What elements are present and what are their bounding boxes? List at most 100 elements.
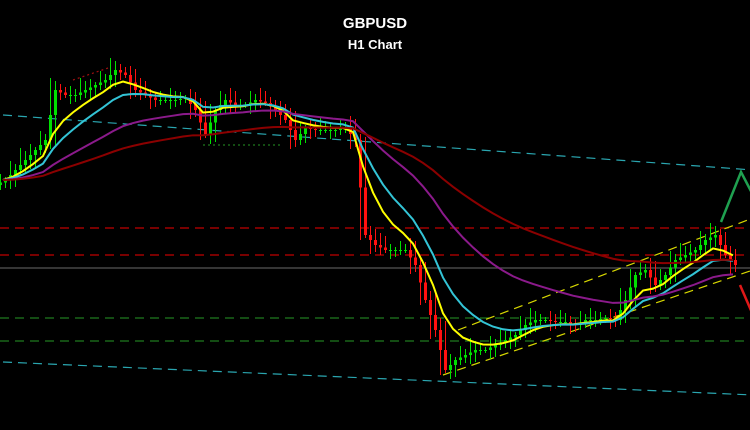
candle-body xyxy=(159,100,162,101)
candle-body xyxy=(314,129,317,130)
candle-body xyxy=(179,99,182,100)
candle-body xyxy=(39,145,42,150)
candle-body xyxy=(529,322,532,325)
candle-body xyxy=(214,110,217,123)
candle-body xyxy=(699,245,702,250)
moving-averages xyxy=(2,80,734,346)
candle-body xyxy=(459,357,462,360)
candle-body xyxy=(124,72,127,75)
candle-body xyxy=(604,318,607,319)
candle-body xyxy=(84,90,87,93)
horizontal-levels xyxy=(0,227,750,342)
chart-title: GBPUSD xyxy=(342,15,408,32)
candle-body xyxy=(469,352,472,355)
candle-body xyxy=(379,245,382,248)
candle-body xyxy=(554,321,557,322)
candle-body xyxy=(279,110,282,115)
candle-body xyxy=(34,150,37,155)
candle-body xyxy=(224,100,227,105)
candle-body xyxy=(139,90,142,93)
candle-body xyxy=(654,277,657,285)
moving-average-line xyxy=(2,125,734,265)
candle-body xyxy=(589,320,592,321)
candle-body xyxy=(464,355,467,358)
candle-body xyxy=(629,287,632,300)
candle-body xyxy=(519,330,522,335)
trendline xyxy=(442,270,750,376)
candle-body xyxy=(259,100,262,102)
candle-body xyxy=(694,250,697,253)
candle-body xyxy=(69,95,72,96)
candle-body xyxy=(714,235,717,238)
candle-body xyxy=(154,97,157,100)
trendline xyxy=(72,67,109,81)
candle-body xyxy=(729,255,732,260)
candle-body xyxy=(339,129,342,130)
candle-body xyxy=(194,104,197,110)
candle-body xyxy=(434,315,437,330)
candle-body xyxy=(229,100,232,103)
candle-body xyxy=(304,128,307,134)
candle-body xyxy=(409,250,412,258)
candle-body xyxy=(634,275,637,288)
trendline xyxy=(457,218,750,331)
candle-body xyxy=(639,272,642,275)
candle-body xyxy=(54,90,57,115)
candle-body xyxy=(114,70,117,75)
candle-body xyxy=(389,250,392,251)
candle-body xyxy=(399,250,402,251)
candle-body xyxy=(549,320,552,321)
candle-body xyxy=(489,347,492,350)
candle-body xyxy=(59,90,62,93)
candle-body xyxy=(374,240,377,245)
candle-body xyxy=(209,122,212,135)
candle-body xyxy=(299,134,302,140)
candle-body xyxy=(454,360,457,365)
candle-body xyxy=(659,280,662,285)
candle-body xyxy=(429,300,432,315)
candle-body xyxy=(364,187,367,235)
candle-body xyxy=(419,265,422,283)
candle-body xyxy=(49,115,52,140)
candle-body xyxy=(664,275,667,280)
candle-body xyxy=(149,95,152,98)
candle-body xyxy=(414,257,417,265)
candle-body xyxy=(509,337,512,340)
candle-body xyxy=(199,110,202,123)
candle-body xyxy=(109,75,112,80)
candle-body xyxy=(384,247,387,250)
candle-body xyxy=(424,282,427,300)
candle-body xyxy=(524,325,527,330)
candle-body xyxy=(119,70,122,73)
candle-body xyxy=(74,95,77,96)
candle-body xyxy=(284,115,287,120)
candle-body xyxy=(164,100,167,101)
candle-body xyxy=(99,82,102,85)
candle-body xyxy=(334,130,337,131)
candle-body xyxy=(679,257,682,260)
candle-body xyxy=(704,240,707,245)
candle-body xyxy=(404,250,407,251)
candles xyxy=(0,58,737,379)
candle-body xyxy=(539,320,542,321)
candle-body xyxy=(129,75,132,83)
candle-body xyxy=(254,100,257,103)
candle-body xyxy=(484,350,487,351)
candle-body xyxy=(719,235,722,245)
candle-body xyxy=(14,170,17,175)
candle-body xyxy=(4,180,7,183)
candle-body xyxy=(204,122,207,135)
candle-body xyxy=(709,237,712,240)
arrows xyxy=(719,169,750,312)
candle-body xyxy=(234,102,237,105)
moving-average-line xyxy=(2,92,734,332)
trendline xyxy=(2,361,750,396)
candle-body xyxy=(669,267,672,275)
candle-body xyxy=(569,322,572,324)
candle-body xyxy=(294,130,297,140)
candle-body xyxy=(689,252,692,255)
candle-body xyxy=(474,350,477,353)
candle-body xyxy=(89,87,92,90)
